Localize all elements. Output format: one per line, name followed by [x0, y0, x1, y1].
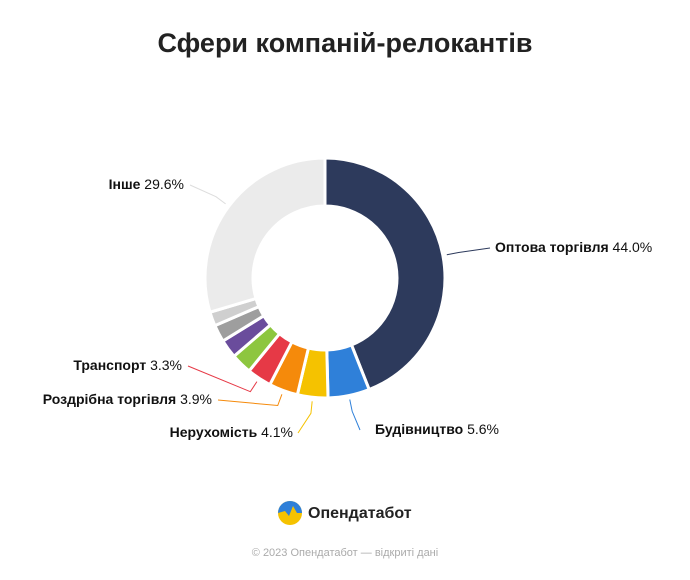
- slice-value: 29.6%: [140, 176, 184, 192]
- footer: © 2023 Опендатабот — відкриті дані: [252, 547, 438, 559]
- leader-line: [189, 184, 226, 205]
- slice-value: 4.1%: [257, 424, 293, 440]
- slice-label: Роздрібна торгівля 3.9%: [43, 391, 212, 407]
- slice-category: Оптова торгівля: [495, 239, 609, 255]
- slice-label: Інше 29.6%: [109, 176, 184, 192]
- slice-category: Роздрібна торгівля: [43, 391, 176, 407]
- slice-value: 3.3%: [146, 357, 182, 373]
- chart-title: Сфери компаній-релокантів: [158, 28, 533, 58]
- leader-line: [446, 247, 491, 256]
- brand-logo: [278, 501, 302, 525]
- slice-label: Оптова торгівля 44.0%: [495, 239, 652, 255]
- slice-label: Транспорт 3.3%: [73, 357, 182, 373]
- slice-value: 5.6%: [463, 421, 499, 437]
- brand-name: Опендатабот: [308, 505, 412, 522]
- leader-line: [217, 394, 283, 407]
- leader-line: [349, 399, 361, 431]
- donut-slice: [203, 156, 327, 315]
- slice-category: Інше: [109, 176, 141, 192]
- leader-line: [187, 365, 258, 393]
- slice-value: 3.9%: [176, 391, 212, 407]
- slice-category: Транспорт: [73, 357, 146, 373]
- slice-value: 44.0%: [609, 239, 653, 255]
- slice-label: Нерухомість 4.1%: [170, 424, 293, 440]
- donut-slice: [323, 156, 447, 392]
- slice-category: Будівництво: [375, 421, 463, 437]
- slice-category: Нерухомість: [170, 424, 258, 440]
- slice-label: Будівництво 5.6%: [375, 421, 499, 437]
- leader-line: [297, 401, 313, 434]
